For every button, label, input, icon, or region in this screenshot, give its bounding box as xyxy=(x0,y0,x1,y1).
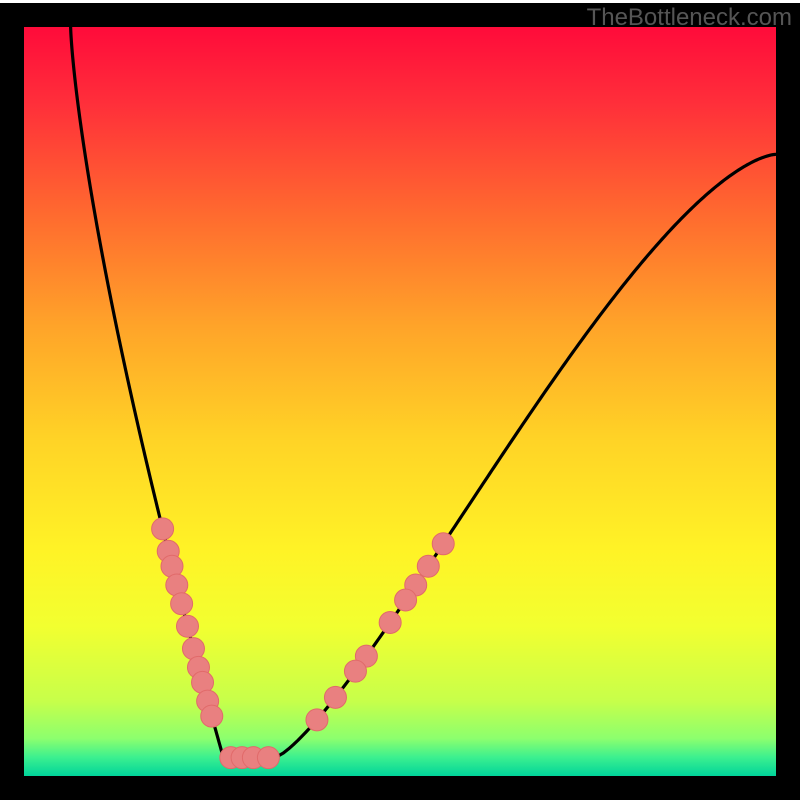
gradient-background xyxy=(24,27,776,776)
data-marker xyxy=(432,533,454,555)
data-marker xyxy=(395,589,417,611)
watermark-text: TheBottleneck.com xyxy=(587,4,792,32)
data-marker xyxy=(177,615,199,637)
data-marker xyxy=(306,709,328,731)
data-marker xyxy=(201,705,223,727)
data-marker xyxy=(324,686,346,708)
data-marker xyxy=(152,518,174,540)
data-marker xyxy=(417,555,439,577)
bottleneck-chart xyxy=(0,0,800,800)
data-marker xyxy=(257,747,279,769)
data-marker xyxy=(171,593,193,615)
chart-container: TheBottleneck.com xyxy=(0,0,800,800)
data-marker xyxy=(344,660,366,682)
data-marker xyxy=(379,611,401,633)
